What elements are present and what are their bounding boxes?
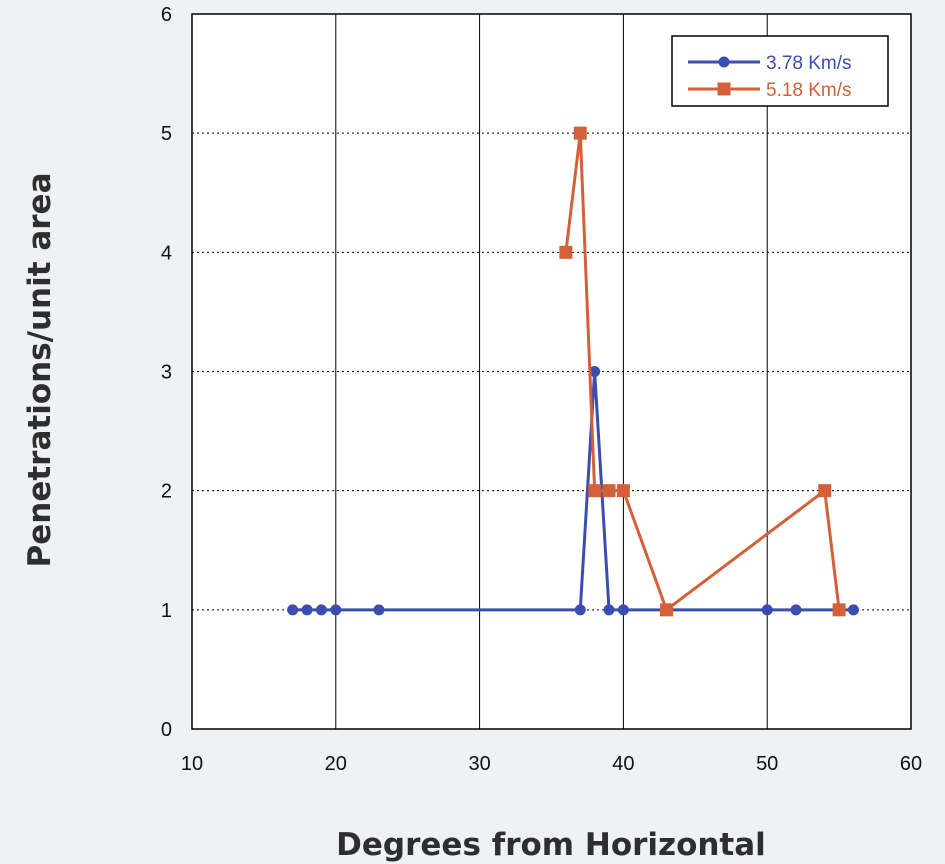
data-point: [559, 245, 573, 259]
y-axis-title: Penetrations/unit area: [22, 173, 58, 568]
y-tick-label: 5: [161, 123, 172, 145]
y-tick-labels: 0 1 2 3 4 5 6: [161, 4, 172, 741]
y-tick-label: 0: [161, 719, 172, 741]
data-point: [373, 604, 385, 616]
x-tick-label: 20: [325, 753, 347, 775]
data-point: [315, 604, 327, 616]
y-tick-label: 4: [161, 242, 172, 264]
x-axis-title: Degrees from Horizontal: [336, 827, 766, 863]
data-point: [832, 603, 846, 617]
legend-label: 3.78 Km/s: [766, 53, 852, 74]
data-point: [573, 126, 587, 140]
data-point: [761, 604, 773, 616]
data-point: [301, 604, 313, 616]
x-tick-label: 60: [900, 753, 922, 775]
x-tick-label: 30: [468, 753, 490, 775]
data-point: [588, 484, 602, 498]
data-point: [818, 484, 832, 498]
plot-frame: [191, 13, 912, 730]
series-2: [559, 126, 846, 617]
x-tick-label: 40: [612, 753, 634, 775]
legend-box: [671, 35, 889, 107]
x-tick-label: 10: [181, 753, 203, 775]
data-point: [602, 484, 616, 498]
y-tick-label: 2: [161, 481, 172, 503]
y-tick-label: 1: [161, 600, 172, 622]
series-line: [564, 131, 841, 612]
legend-label: 5.18 Km/s: [766, 80, 852, 101]
data-point: [330, 604, 342, 616]
legend-swatch-marker: [717, 82, 731, 96]
series-1: [287, 366, 859, 616]
data-point: [790, 604, 802, 616]
data-point: [589, 366, 601, 377]
y-tick-label: 6: [161, 4, 172, 26]
data-point: [574, 604, 586, 616]
data-point: [660, 603, 674, 617]
x-tick-label: 50: [756, 753, 778, 775]
data-point: [617, 604, 629, 616]
data-point: [616, 484, 630, 498]
data-point: [847, 604, 859, 616]
data-point: [287, 604, 299, 616]
series-layer: [287, 126, 859, 617]
x-tick-labels: 10 20 30 40 50 60: [181, 753, 922, 775]
legend-swatch-marker: [718, 56, 730, 68]
legend: 3.78 Km/s 5.18 Km/s: [671, 35, 889, 107]
y-tick-label: 3: [161, 362, 172, 384]
data-point: [603, 604, 615, 616]
